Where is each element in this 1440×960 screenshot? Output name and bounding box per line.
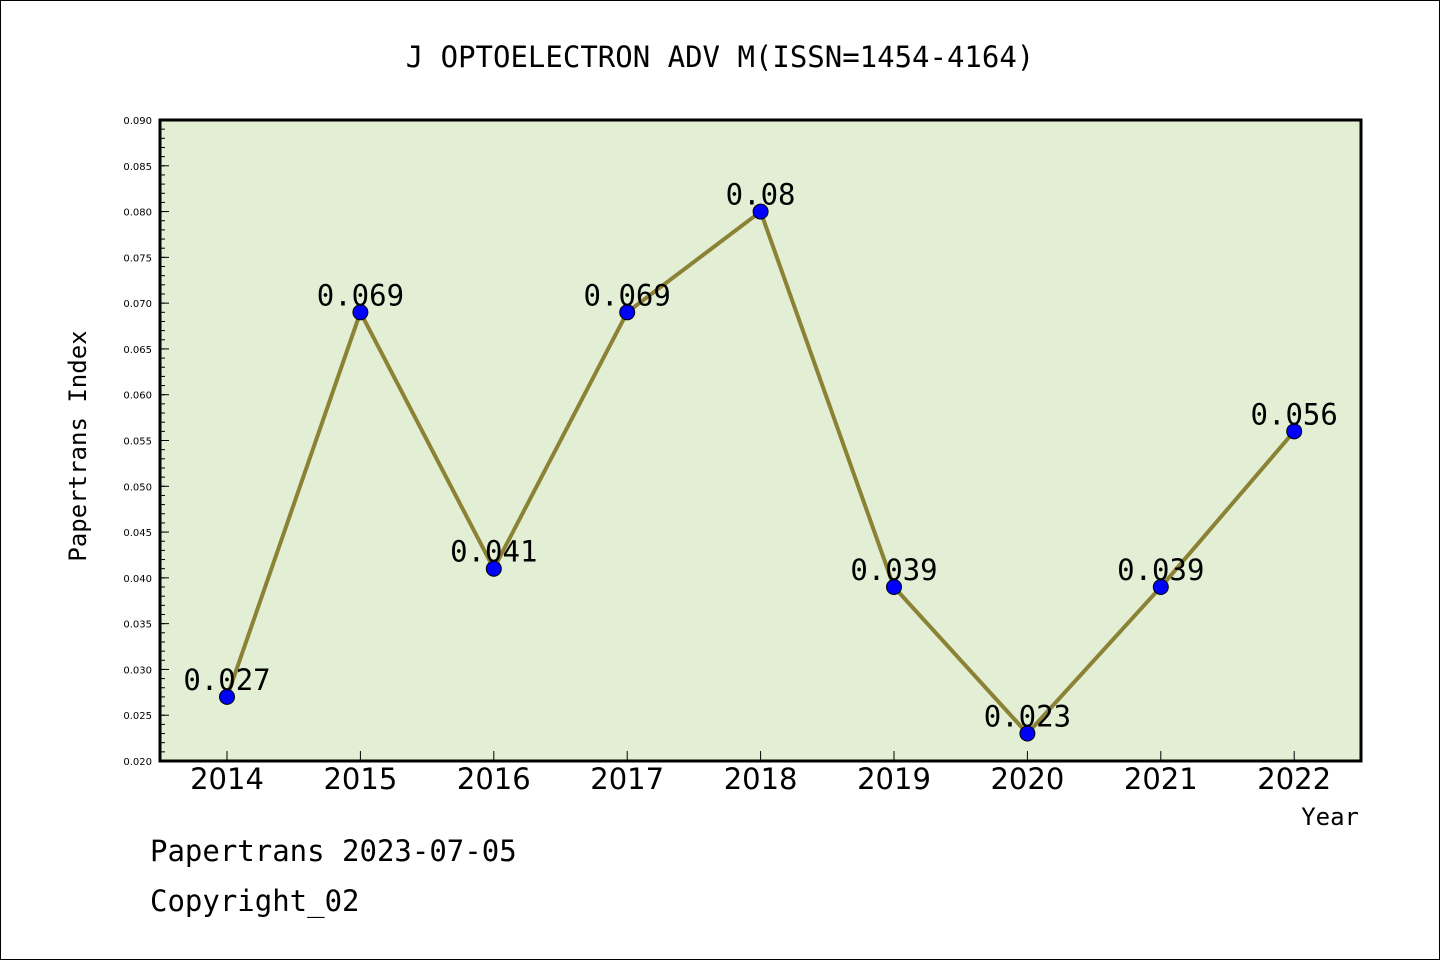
footer-date: Papertrans 2023-07-05 — [150, 834, 517, 868]
x-tick-label: 2017 — [590, 762, 664, 796]
data-label: 0.023 — [984, 700, 1071, 734]
y-tick-label: 0.025 — [123, 711, 152, 722]
data-label: 0.069 — [317, 278, 404, 312]
data-label: 0.039 — [850, 553, 937, 587]
y-axis-title: Papertrans Index — [64, 330, 92, 561]
y-tick-label: 0.070 — [123, 299, 152, 310]
data-point — [485, 560, 502, 577]
x-axis: 2014 2015 2016 2017 2018 2019 2020 2021 2022 — [190, 751, 1331, 796]
data-label: 0.056 — [1251, 397, 1338, 431]
y-tick-label: 0.085 — [123, 162, 152, 173]
data-point — [352, 304, 369, 321]
y-tick-label: 0.020 — [123, 757, 152, 768]
data-point — [886, 579, 902, 596]
data-point — [219, 688, 235, 705]
chart-title: J OPTOELECTRON ADV M(ISSN=1454-4164) — [406, 40, 1035, 74]
y-tick-label: 0.090 — [123, 116, 152, 127]
y-tick-label: 0.040 — [123, 574, 152, 585]
data-label: 0.039 — [1117, 553, 1204, 587]
data-label: 0.069 — [584, 278, 671, 312]
data-point — [1019, 725, 1036, 742]
x-axis-title: Year — [1301, 803, 1359, 831]
y-tick-label: 0.060 — [123, 391, 152, 402]
data-label: 0.08 — [726, 178, 796, 212]
y-tick-label: 0.030 — [123, 665, 152, 676]
data-point — [752, 203, 769, 220]
y-tick-label: 0.055 — [123, 437, 152, 448]
x-tick-label: 2015 — [323, 762, 397, 796]
x-tick-label: 2021 — [1124, 762, 1198, 796]
y-tick-label: 0.065 — [123, 345, 152, 356]
footer-copyright: Copyright_02 — [150, 884, 360, 918]
y-tick-label: 0.075 — [123, 253, 152, 264]
data-label: 0.027 — [183, 663, 270, 697]
y-tick-label: 0.080 — [123, 208, 152, 219]
y-axis: 0.020 0.025 0.030 0.035 0.040 0.045 0.050 0.055… — [123, 116, 169, 768]
data-labels: 0.027 0.069 0.041 0.069 0.08 0.039 0.023 0.039 0… — [183, 178, 1338, 734]
data-point — [619, 304, 636, 321]
data-point — [1286, 423, 1303, 440]
x-tick-label: 2019 — [857, 762, 931, 796]
data-markers — [219, 203, 1303, 742]
x-tick-label: 2022 — [1257, 762, 1331, 796]
y-tick-label: 0.035 — [123, 620, 152, 631]
y-tick-label: 0.045 — [123, 528, 152, 539]
x-tick-label: 2018 — [724, 762, 798, 796]
y-tick-label: 0.050 — [123, 482, 152, 493]
x-tick-label: 2020 — [990, 762, 1064, 796]
data-point — [1152, 579, 1169, 596]
data-label: 0.041 — [450, 535, 537, 569]
x-tick-label: 2014 — [190, 762, 264, 796]
plot-area — [158, 118, 1363, 763]
x-tick-label: 2016 — [457, 762, 531, 796]
